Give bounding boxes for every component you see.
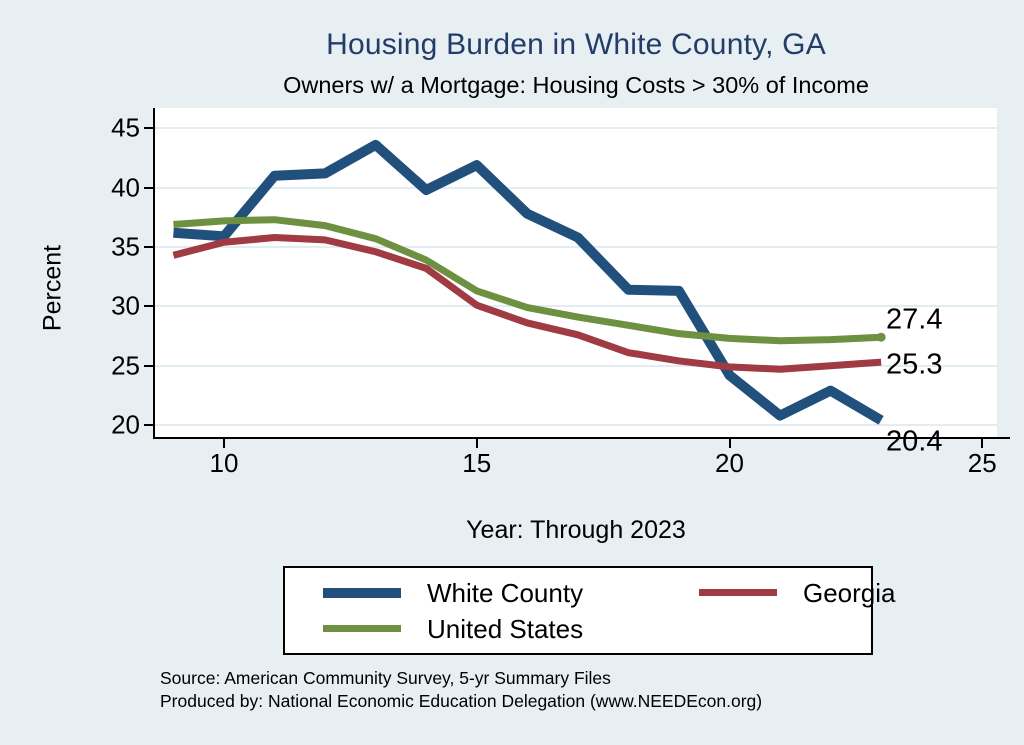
y-axis-title: Percent [38,244,67,332]
x-axis-line [153,437,1010,439]
white-county-line-swatch [323,587,401,598]
y-tick-mark [144,127,154,130]
plot-area [155,108,997,437]
y-gridline [155,186,997,189]
x-tick-mark [728,439,731,448]
y-tick-mark [144,364,154,367]
legend-item-united-states: United States [323,616,699,642]
y-gridline [155,424,997,427]
y-tick-mark [144,305,154,308]
end-label-united-states: 27.4 [886,303,943,336]
x-tick-label: 10 [209,448,239,478]
y-tick-label: 35 [111,231,140,262]
united-states-line-swatch [323,625,401,632]
y-tick-mark [144,186,154,189]
chart-title: Housing Burden in White County, GA [326,28,826,61]
end-label-white-county: 20.4 [886,425,943,458]
end-label-georgia: 25.3 [886,348,943,381]
y-tick-mark [144,424,154,427]
footer-notes: Source: American Community Survey, 5-yr … [160,667,960,713]
y-tick-label: 30 [111,290,140,321]
legend-label-georgia: Georgia [803,577,896,608]
y-tick-label: 40 [111,172,140,203]
legend: White County Georgia United States [283,566,896,655]
chart-subtitle: Owners w/ a Mortgage: Housing Costs > 30… [283,72,869,98]
x-tick-mark [981,439,984,448]
legend-item-georgia: Georgia [699,580,896,606]
y-tick-mark [144,246,154,248]
legend-item-white-county: White County [323,580,699,606]
produced-by-note: Produced by: National Economic Education… [160,690,763,711]
legend-label-united-states: United States [427,613,584,644]
y-tick-label: 25 [111,350,140,381]
x-tick-label: 25 [967,448,997,478]
x-tick-label: 15 [462,448,492,478]
y-axis-line [153,108,155,439]
y-gridline [155,127,997,130]
y-gridline [155,364,997,367]
x-axis-title: Year: Through 2023 [466,516,686,544]
x-tick-mark [475,439,478,448]
source-note: Source: American Community Survey, 5-yr … [160,668,611,688]
georgia-line-swatch [699,589,777,596]
y-tick-label: 20 [111,409,140,440]
x-tick-label: 20 [715,448,744,478]
y-tick-label: 45 [111,112,140,143]
y-gridline [155,246,997,248]
y-gridline [155,305,997,308]
legend-label-white-county: White County [427,577,584,608]
x-tick-mark [223,439,225,448]
